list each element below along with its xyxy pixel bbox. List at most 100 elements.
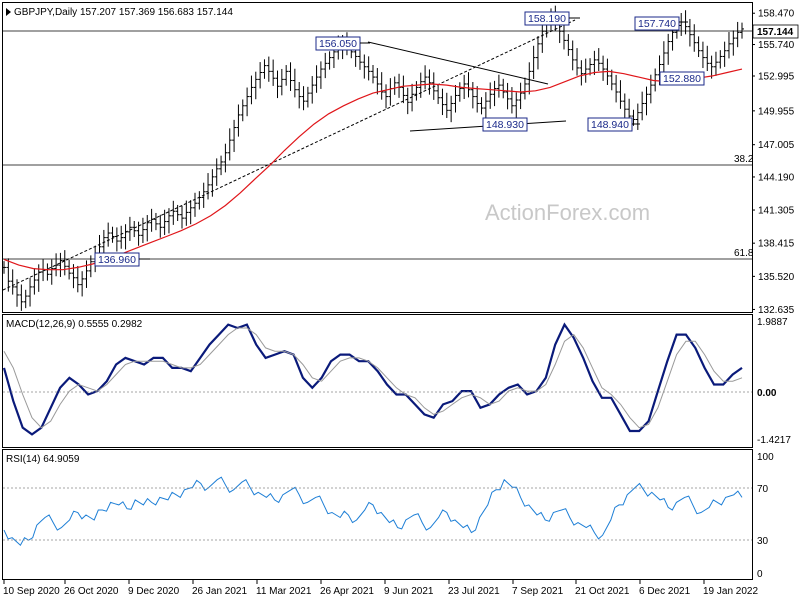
price-bar [49,259,54,285]
price-bar [323,52,328,79]
moving-average-layer [3,68,743,271]
price-tick-label: 158.470 [758,9,795,20]
price-bar [23,289,28,309]
price-bar [54,253,59,277]
price-bar [362,54,367,79]
price-bar [731,30,736,56]
price-bar [453,85,458,113]
price-bar [631,109,636,126]
price-bar [492,80,497,107]
price-bar [466,72,471,98]
price-bar [262,59,267,79]
svg-text:136.960: 136.960 [98,254,136,266]
price-bar [622,93,627,122]
price-bar [666,33,671,65]
price-tick-label: 155.740 [758,40,795,51]
x-tick-label: 21 Oct 2021 [575,586,630,597]
price-tick-label: 144.190 [758,172,795,183]
price-bar [162,209,167,235]
price-bar [653,68,658,92]
price-bar [62,250,67,276]
x-tick-label: 26 Jan 2021 [192,586,247,597]
price-bar [562,20,567,50]
price-bar [679,12,684,36]
price-bar [210,169,215,197]
price-bar [279,68,284,96]
price-bar [423,65,428,90]
price-bar [140,217,145,244]
price-bar [718,50,723,69]
macd-title: MACD(12,26,9) 0.5555 0.2982 [6,319,143,330]
price-bar [288,62,293,91]
price-bar [258,62,263,89]
price-bar [614,74,619,103]
x-tick-label: 9 Dec 2020 [128,586,180,597]
watermark: ActionForex.com [485,200,650,225]
price-bar [440,88,445,116]
price-bar [6,258,11,292]
price-bar [236,104,241,137]
callout-136960: 136.960 [94,252,150,267]
x-tick-label: 9 Jun 2021 [384,586,434,597]
dashed-trendline [2,19,576,291]
price-tick-label: 135.520 [758,272,795,283]
price-bar [15,279,20,307]
price-bar [41,259,46,282]
fib-61-label: 61.8 [734,248,754,259]
price-bar [284,65,289,86]
price-bar [184,200,189,226]
price-bar [397,73,402,98]
price-bar [166,208,171,234]
price-bar [223,143,228,173]
price-bar [687,18,692,47]
price-bar [488,82,493,109]
price-bar [227,128,232,161]
price-bar [292,68,297,98]
price-tick-label: 149.955 [758,106,795,117]
price-bar [188,200,193,225]
price-bar [123,224,128,250]
price-bar [206,173,211,200]
price-bar [518,82,523,110]
triangle-upper-line [367,41,549,85]
price-bar [80,271,85,297]
price-bar [436,84,441,105]
svg-text:158.190: 158.190 [528,13,566,25]
x-tick-label: 6 Dec 2021 [639,586,691,597]
price-bar [314,65,319,93]
x-tick-label: 26 Apr 2021 [320,586,374,597]
macd-panel-frame [2,314,753,448]
price-bar [470,82,475,109]
price-bar [514,92,519,118]
price-bar [132,220,137,238]
price-bar [401,75,406,104]
price-bar [444,92,449,119]
price-bar [371,65,375,84]
price-bar [575,48,580,76]
price-bar [19,284,24,311]
price-tick-label: 141.305 [758,206,795,217]
callout-158190: 158.190 [524,11,580,26]
price-bar [171,200,176,225]
price-axis: 158.470 155.740 152.995 149.955 147.005 144.1… [752,9,795,316]
price-bar [153,212,158,231]
price-bar [479,97,484,115]
rsi-tick-100: 100 [757,452,774,463]
price-bar [327,51,332,70]
callout-157740: 157.740 [634,16,688,31]
svg-text:157.144: 157.144 [757,27,794,38]
price-bar [197,191,202,210]
price-bar [301,86,306,111]
price-bar [640,91,645,121]
price-bar [570,40,575,71]
price-bar [431,72,436,100]
price-bar [32,268,37,295]
price-bar [119,225,124,249]
price-bar [527,62,532,95]
price-bar [592,50,597,75]
price-bar [483,92,488,119]
price-bar [740,22,744,39]
svg-text:157.740: 157.740 [638,18,676,30]
x-tick-label: 23 Jul 2021 [448,586,500,597]
